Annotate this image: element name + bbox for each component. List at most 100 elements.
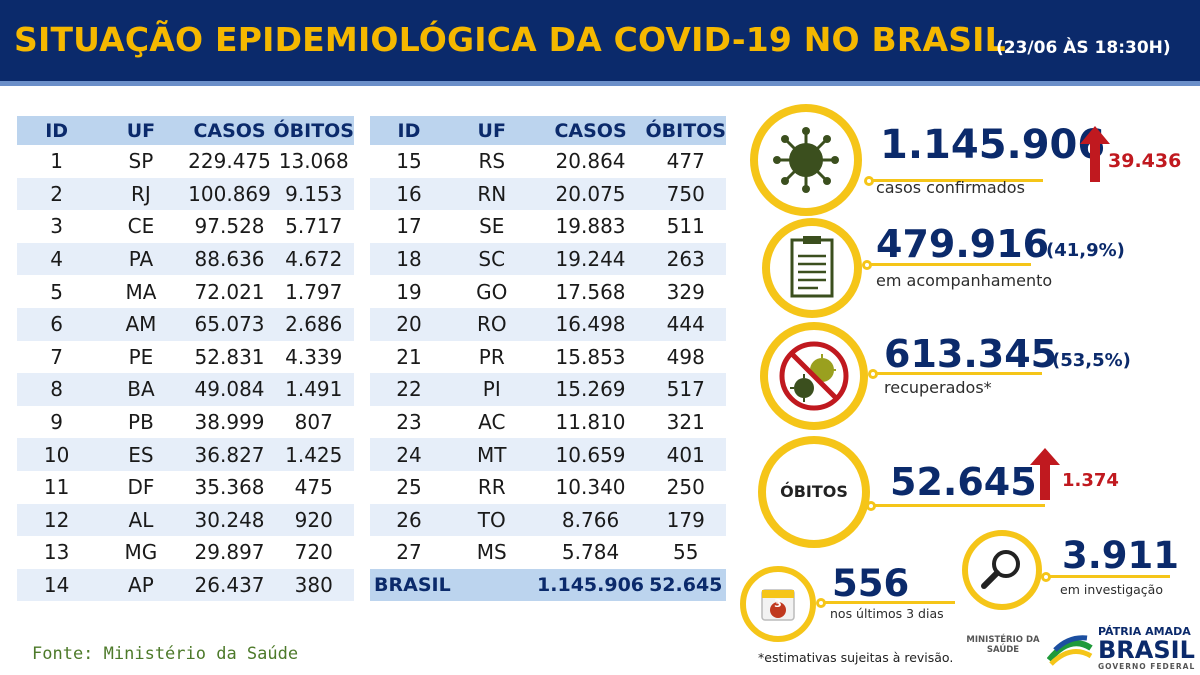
cell-casos: 19.244 — [535, 242, 646, 276]
cell-casos: 97.528 — [194, 214, 265, 239]
cell-id: 2 — [17, 177, 97, 211]
cell-uf: RR — [477, 475, 506, 500]
cell-uf: AC — [478, 410, 506, 435]
last3days-label: nos últimos 3 dias — [830, 606, 944, 621]
cell-obitos: 807 — [294, 410, 333, 435]
underline — [877, 372, 1042, 375]
cell-obitos: 1.797 — [285, 279, 343, 304]
cell-casos: 16.498 — [535, 307, 646, 341]
cell-obitos: 750 — [645, 177, 726, 211]
cell-id: 20 — [370, 307, 448, 341]
cell-casos: 26.437 — [185, 568, 274, 602]
column-header-id: ID — [17, 116, 97, 145]
cell-obitos: 920 — [273, 503, 354, 537]
column-header-casos: CASOS — [185, 116, 274, 145]
virus-icon — [773, 127, 839, 193]
cell-uf: RN — [447, 177, 536, 211]
cell-obitos: 55 — [673, 540, 699, 565]
cell-id: 5 — [50, 279, 64, 304]
table-row: 24 MT 10.659 401 — [370, 438, 726, 471]
monitoring-ring — [762, 218, 862, 318]
cell-casos: 36.827 — [185, 438, 274, 471]
cell-id: 3 — [50, 214, 64, 239]
cell-uf: AP — [96, 568, 186, 602]
table-row: 16 RN 20.075 750 — [370, 177, 726, 211]
monitoring-value: 479.916 — [876, 222, 1050, 266]
table-row: 4 PA 88.636 4.672 — [17, 242, 354, 276]
underline — [1050, 575, 1170, 578]
cell-uf: BA — [96, 373, 186, 406]
table-row: 18 SC 19.244 263 — [370, 242, 726, 276]
cell-id: 18 — [370, 242, 448, 276]
cell-id: 15 — [396, 149, 422, 174]
source-note: Fonte: Ministério da Saúde — [32, 644, 299, 664]
cell-casos: 229.475 — [188, 149, 271, 174]
footnote: *estimativas sujeitas à revisão. — [758, 650, 954, 665]
cell-obitos: 263 — [645, 242, 726, 276]
recovered-percent: (53,5%) — [1052, 350, 1131, 371]
cell-casos: 35.368 — [194, 475, 265, 500]
connector-dot — [816, 598, 826, 608]
table-row: 17 SE 19.883 511 — [370, 210, 726, 243]
cell-uf: DF — [127, 475, 155, 500]
cell-obitos: 498 — [666, 344, 705, 369]
cell-obitos: 5.717 — [285, 214, 343, 239]
underline — [873, 179, 1043, 182]
cell-obitos: 179 — [645, 503, 726, 537]
confirmed-ring — [750, 104, 862, 216]
table-row: 7 PE 52.831 4.339 — [17, 341, 354, 374]
cell-casos: 52.831 — [194, 344, 265, 369]
cell-obitos: 4.339 — [285, 344, 343, 369]
connector-dot — [868, 369, 878, 379]
update-datetime: (23/06 ÀS 18:30H) — [996, 38, 1171, 58]
cell-casos: 8.766 — [535, 503, 646, 537]
table-row: 6 AM 65.073 2.686 — [17, 307, 354, 341]
investigation-ring — [962, 530, 1042, 610]
confirmed-label: casos confirmados — [876, 178, 1025, 197]
cell-obitos: 329 — [666, 279, 705, 304]
cell-obitos: 511 — [666, 214, 705, 239]
states-table-left: ID UF CASOS ÓBITOS 1 SP 229.475 13.068 2 RJ 10… — [17, 116, 354, 602]
cell-uf: SE — [479, 214, 505, 239]
cell-casos: 65.073 — [185, 307, 274, 341]
cell-obitos: 9.153 — [273, 177, 354, 211]
brand-top: PÁTRIA AMADA — [1098, 625, 1191, 638]
table-row: 19 GO 17.568 329 — [370, 275, 726, 308]
cell-id: 19 — [396, 279, 422, 304]
table-row: 21 PR 15.853 498 — [370, 341, 726, 374]
cell-uf: MS — [476, 540, 507, 565]
cell-uf: PA — [96, 242, 186, 276]
underline — [875, 504, 1045, 507]
cell-casos: 5.784 — [561, 540, 620, 565]
column-header-uf: UF — [96, 116, 186, 145]
cell-id: 1 — [50, 149, 64, 174]
recovered-value: 613.345 — [884, 332, 1058, 376]
table-row: 10 ES 36.827 1.425 — [17, 438, 354, 471]
total-obitos: 52.645 — [645, 568, 726, 602]
cell-id: 17 — [396, 214, 422, 239]
brand-main: BRASIL — [1098, 636, 1195, 664]
table-row: 25 RR 10.340 250 — [370, 471, 726, 504]
cell-casos: 17.568 — [555, 279, 626, 304]
cell-obitos: 1.425 — [273, 438, 354, 471]
cell-uf: MT — [447, 438, 536, 471]
header-banner: SITUAÇÃO EPIDEMIOLÓGICA DA COVID-19 NO B… — [0, 0, 1200, 86]
cell-obitos: 321 — [666, 410, 705, 435]
connector-dot — [862, 260, 872, 270]
cell-obitos: 380 — [273, 568, 354, 602]
cell-casos: 19.883 — [555, 214, 626, 239]
total-casos: 1.145.906 — [535, 568, 646, 602]
cell-uf: PE — [128, 344, 154, 369]
recovered-label: recuperados* — [884, 378, 992, 397]
deaths-value: 52.645 — [890, 460, 1037, 504]
cell-casos: 11.810 — [555, 410, 626, 435]
clipboard-icon — [790, 236, 834, 298]
table-row: 22 PI 15.269 517 — [370, 373, 726, 406]
cell-obitos: 475 — [294, 475, 333, 500]
cell-uf: RS — [478, 149, 506, 174]
cell-uf: PR — [478, 344, 505, 369]
deaths-ring — [758, 436, 870, 548]
cell-id: 11 — [43, 475, 70, 500]
cell-casos: 88.636 — [185, 242, 274, 276]
column-header-obitos: ÓBITOS — [273, 116, 354, 145]
